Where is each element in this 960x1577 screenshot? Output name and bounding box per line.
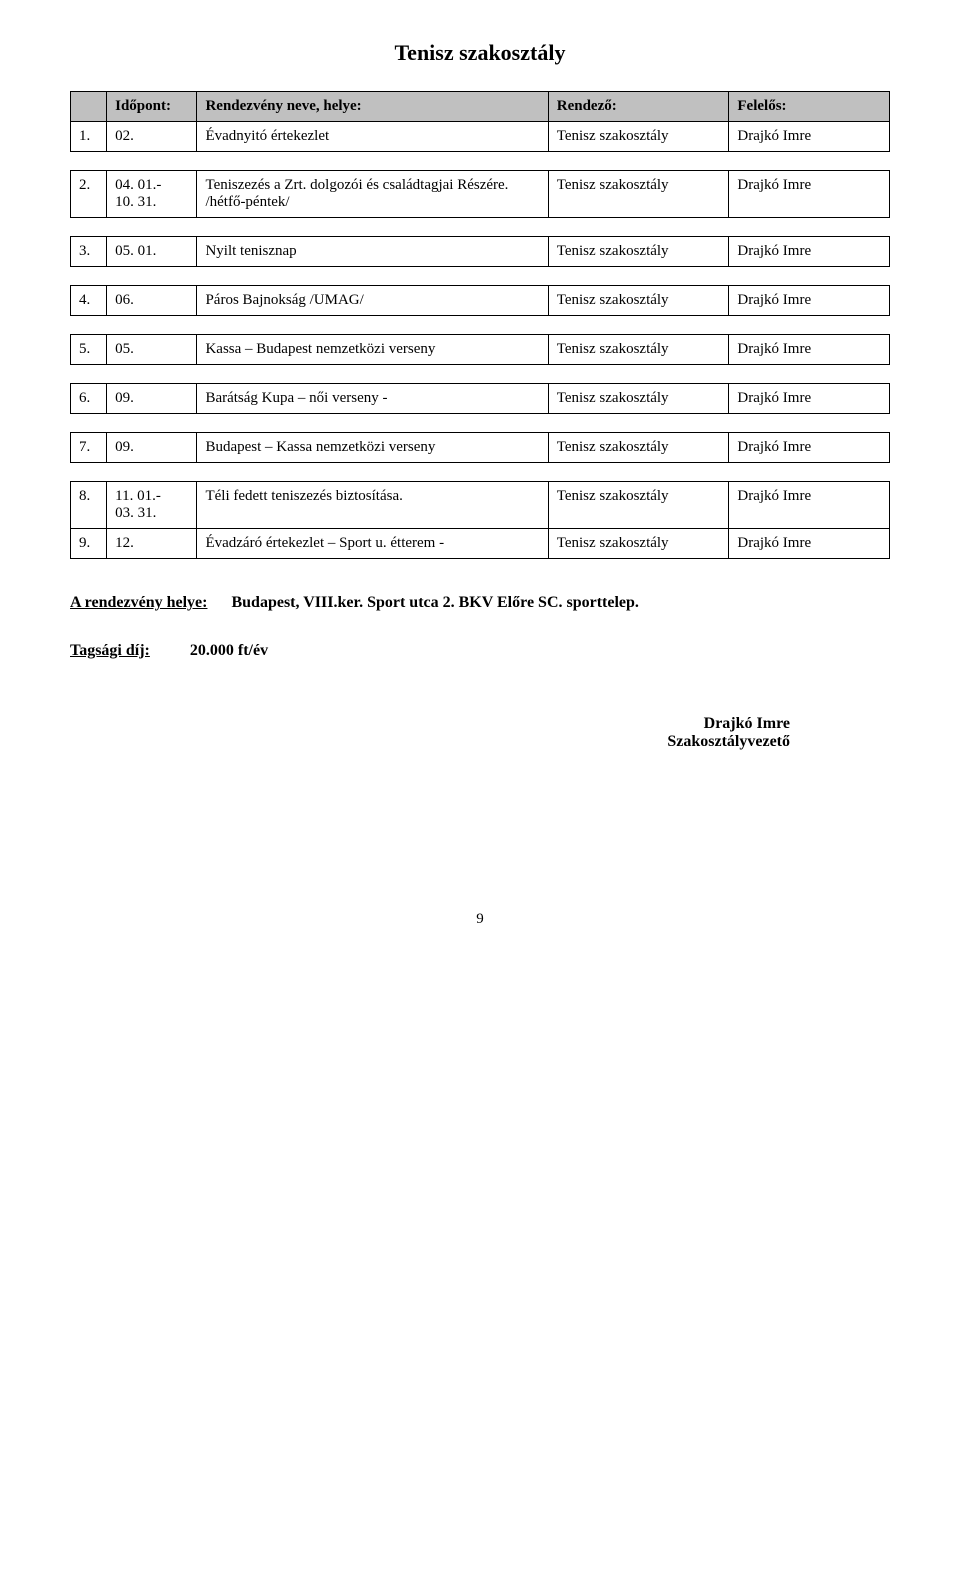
table-row: 7. 09. Budapest – Kassa nemzetközi verse… <box>71 433 890 463</box>
cell-date: 02. <box>107 122 197 152</box>
table-row: 6. 09. Barátság Kupa – női verseny - Ten… <box>71 384 890 414</box>
cell-num: 3. <box>71 237 107 267</box>
cell-org: Tenisz szakosztály <box>548 433 729 463</box>
cell-name: Teniszezés a Zrt. dolgozói és családtagj… <box>197 171 548 218</box>
signature-role: Szakosztályvezető <box>70 733 790 751</box>
cell-resp: Drajkó Imre <box>729 286 890 316</box>
row-table: 8. 11. 01.- 03. 31. Téli fedett teniszez… <box>70 481 890 559</box>
cell-name: Budapest – Kassa nemzetközi verseny <box>197 433 548 463</box>
row-table: 6. 09. Barátság Kupa – női verseny - Ten… <box>70 383 890 414</box>
cell-resp: Drajkó Imre <box>729 384 890 414</box>
cell-resp: Drajkó Imre <box>729 122 890 152</box>
header-rendezo: Rendező: <box>548 92 729 122</box>
cell-resp: Drajkó Imre <box>729 171 890 218</box>
page-title: Tenisz szakosztály <box>70 40 890 66</box>
cell-name: Páros Bajnokság /UMAG/ <box>197 286 548 316</box>
header-blank <box>71 92 107 122</box>
cell-resp: Drajkó Imre <box>729 529 890 559</box>
row-table: 7. 09. Budapest – Kassa nemzetközi verse… <box>70 432 890 463</box>
cell-org: Tenisz szakosztály <box>548 384 729 414</box>
cell-resp: Drajkó Imre <box>729 335 890 365</box>
footer: A rendezvény helye: Budapest, VIII.ker. … <box>70 594 890 751</box>
cell-num: 2. <box>71 171 107 218</box>
table-row: 8. 11. 01.- 03. 31. Téli fedett teniszez… <box>71 482 890 529</box>
cell-org: Tenisz szakosztály <box>548 122 729 152</box>
cell-date: 04. 01.- 10. 31. <box>107 171 197 218</box>
cell-name: Évadzáró értekezlet – Sport u. étterem - <box>197 529 548 559</box>
venue-label: A rendezvény helye: <box>70 594 207 611</box>
header-nev: Rendezvény neve, helye: <box>197 92 548 122</box>
cell-org: Tenisz szakosztály <box>548 335 729 365</box>
table-row: 4. 06. Páros Bajnokság /UMAG/ Tenisz sza… <box>71 286 890 316</box>
cell-name: Évadnyitó értekezlet <box>197 122 548 152</box>
header-felelos: Felelős: <box>729 92 890 122</box>
table-row: 1. 02. Évadnyitó értekezlet Tenisz szako… <box>71 122 890 152</box>
cell-date: 05. 01. <box>107 237 197 267</box>
fee-value: 20.000 ft/év <box>190 642 268 659</box>
table-row: 3. 05. 01. Nyilt tenisznap Tenisz szakos… <box>71 237 890 267</box>
cell-name: Barátság Kupa – női verseny - <box>197 384 548 414</box>
cell-date: 09. <box>107 433 197 463</box>
fee-line: Tagsági díj: 20.000 ft/év <box>70 642 890 660</box>
cell-num: 1. <box>71 122 107 152</box>
signature: Drajkó Imre Szakosztályvezető <box>70 715 890 751</box>
cell-resp: Drajkó Imre <box>729 237 890 267</box>
cell-num: 8. <box>71 482 107 529</box>
cell-name: Téli fedett teniszezés biztosítása. <box>197 482 548 529</box>
table-row: 9. 12. Évadzáró értekezlet – Sport u. ét… <box>71 529 890 559</box>
page-number: 9 <box>70 911 890 928</box>
cell-num: 6. <box>71 384 107 414</box>
table-row: 2. 04. 01.- 10. 31. Teniszezés a Zrt. do… <box>71 171 890 218</box>
cell-org: Tenisz szakosztály <box>548 529 729 559</box>
row-table: 3. 05. 01. Nyilt tenisznap Tenisz szakos… <box>70 236 890 267</box>
cell-org: Tenisz szakosztály <box>548 237 729 267</box>
table-header-row: Időpont: Rendezvény neve, helye: Rendező… <box>71 92 890 122</box>
cell-date: 06. <box>107 286 197 316</box>
header-idopont: Időpont: <box>107 92 197 122</box>
row-table: 4. 06. Páros Bajnokság /UMAG/ Tenisz sza… <box>70 285 890 316</box>
row-table: 5. 05. Kassa – Budapest nemzetközi verse… <box>70 334 890 365</box>
cell-date: 12. <box>107 529 197 559</box>
cell-org: Tenisz szakosztály <box>548 286 729 316</box>
cell-resp: Drajkó Imre <box>729 482 890 529</box>
cell-date: 05. <box>107 335 197 365</box>
cell-num: 9. <box>71 529 107 559</box>
row-table: 2. 04. 01.- 10. 31. Teniszezés a Zrt. do… <box>70 170 890 218</box>
cell-date: 11. 01.- 03. 31. <box>107 482 197 529</box>
cell-org: Tenisz szakosztály <box>548 482 729 529</box>
cell-name: Nyilt tenisznap <box>197 237 548 267</box>
venue-line: A rendezvény helye: Budapest, VIII.ker. … <box>70 594 890 612</box>
cell-resp: Drajkó Imre <box>729 433 890 463</box>
signature-name: Drajkó Imre <box>70 715 790 733</box>
cell-date: 09. <box>107 384 197 414</box>
cell-num: 4. <box>71 286 107 316</box>
table-row: 5. 05. Kassa – Budapest nemzetközi verse… <box>71 335 890 365</box>
header-table: Időpont: Rendezvény neve, helye: Rendező… <box>70 91 890 152</box>
venue-value: Budapest, VIII.ker. Sport utca 2. BKV El… <box>231 594 638 611</box>
cell-num: 5. <box>71 335 107 365</box>
fee-label: Tagsági díj: <box>70 642 150 659</box>
cell-name: Kassa – Budapest nemzetközi verseny <box>197 335 548 365</box>
cell-num: 7. <box>71 433 107 463</box>
cell-org: Tenisz szakosztály <box>548 171 729 218</box>
